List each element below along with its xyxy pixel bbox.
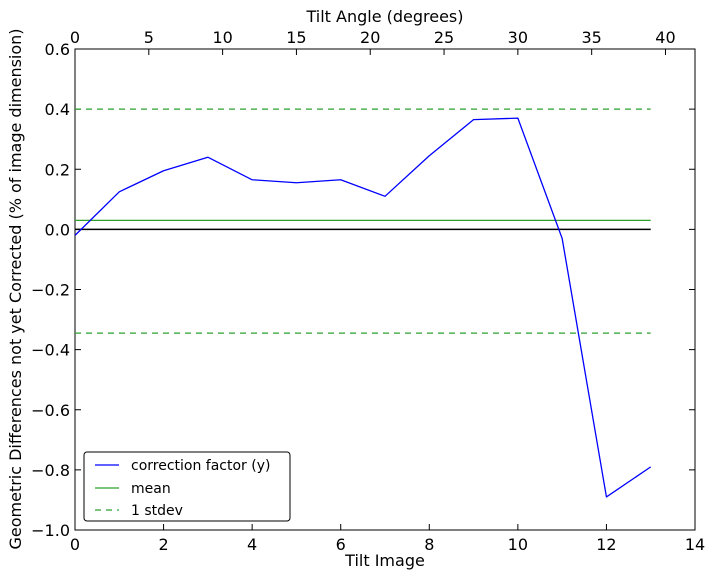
y-tick-label: −0.2 xyxy=(31,281,70,300)
y-tick-label: −0.8 xyxy=(31,461,70,480)
x2-tick-label: 40 xyxy=(655,28,675,47)
x2-tick-label: 10 xyxy=(212,28,232,47)
x2-tick-label: 5 xyxy=(144,28,154,47)
y-tick-label: 0.0 xyxy=(45,220,70,239)
legend-label-stdev: 1 stdev xyxy=(131,503,183,519)
tick-labels: 0 2 4 6 8 10 12 14 0 5 10 15 20 25 30 35 40 −1.0 −0.8 −0.6 −… xyxy=(31,28,705,554)
x-tick-label: 12 xyxy=(596,535,616,554)
x-tick-label: 14 xyxy=(685,535,705,554)
x-tick-label: 6 xyxy=(336,535,346,554)
y-tick-label: −0.4 xyxy=(31,341,70,360)
x-tick-label: 8 xyxy=(424,535,434,554)
y-tick-label: 0.2 xyxy=(45,160,70,179)
x2-tick-label: 30 xyxy=(508,28,528,47)
x2-tick-label: 25 xyxy=(434,28,454,47)
x-tick-label: 2 xyxy=(158,535,168,554)
legend-label-correction-factor: correction factor (y) xyxy=(131,458,270,474)
legend-label-mean: mean xyxy=(131,481,171,497)
y-tick-label: 0.4 xyxy=(45,100,70,119)
legend: correction factor (y) mean 1 stdev xyxy=(83,451,291,522)
legend-box xyxy=(83,451,291,522)
correction-factor-line xyxy=(74,117,652,498)
x2-tick-label: 35 xyxy=(581,28,601,47)
x2-tick-label: 15 xyxy=(286,28,306,47)
x-tick-label: 0 xyxy=(70,535,80,554)
x-axis-label: Tilt Image xyxy=(344,551,425,570)
top-x-axis-label: Tilt Angle (degrees) xyxy=(305,7,463,26)
x2-tick-label: 0 xyxy=(70,28,80,47)
series xyxy=(74,108,652,498)
y-tick-label: −0.6 xyxy=(31,401,70,420)
x-tick-label: 10 xyxy=(508,535,528,554)
y-tick-label: −1.0 xyxy=(31,521,70,540)
y-axis-label: Geometric Differences not yet Corrected … xyxy=(6,28,25,549)
x-tick-label: 4 xyxy=(247,535,257,554)
y-tick-label: 0.6 xyxy=(45,40,70,59)
x2-tick-label: 20 xyxy=(360,28,380,47)
